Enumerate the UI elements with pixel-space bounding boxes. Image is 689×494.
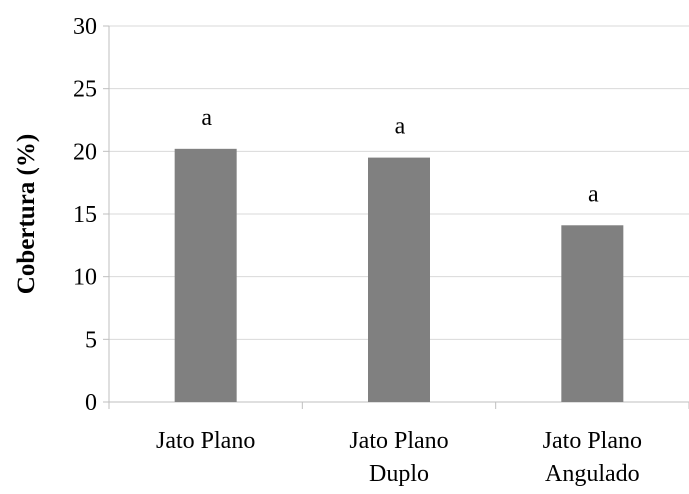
data-label: a: [395, 114, 406, 140]
x-category-label: Jato Plano: [156, 428, 255, 454]
y-axis-title: Cobertura (%): [13, 134, 40, 294]
y-tick-label: 5: [85, 327, 97, 353]
y-tick-label: 0: [85, 390, 97, 416]
bar: [174, 148, 237, 402]
data-label: a: [201, 105, 212, 131]
labels: 0 5 10 15 20 25 30 a Jato Plano a Jato Plano Duplo a…: [73, 14, 642, 487]
y-tick-label: 25: [73, 77, 97, 103]
x-category-label: Angulado: [545, 461, 640, 487]
bar: [368, 157, 430, 402]
y-tick-label: 10: [73, 265, 97, 291]
x-category-label: Jato Plano: [349, 428, 448, 454]
data-label: a: [588, 181, 599, 207]
y-tick-label: 15: [73, 202, 97, 228]
y-tick-label: 30: [73, 14, 97, 40]
y-tick-label: 20: [73, 139, 97, 165]
x-category-label: Duplo: [369, 461, 429, 487]
bars: [174, 148, 624, 402]
bar: [561, 225, 624, 402]
x-category-label: Jato Plano: [543, 428, 642, 454]
